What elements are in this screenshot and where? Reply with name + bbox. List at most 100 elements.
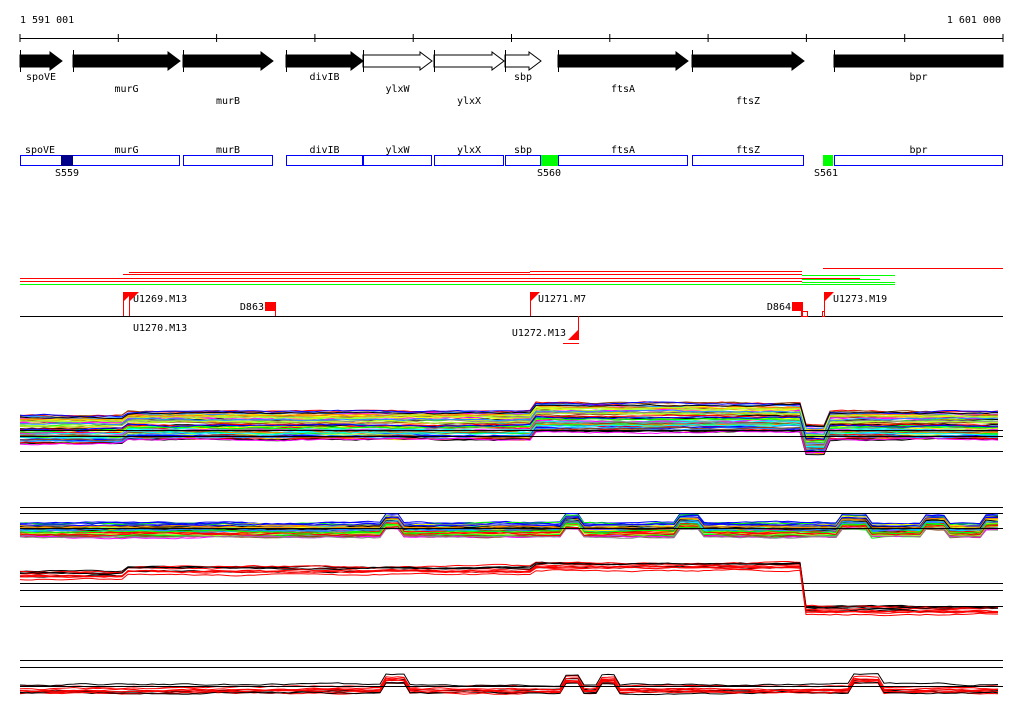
gene-label: divIB xyxy=(309,72,339,83)
gene-ylxX[interactable]: ylxX xyxy=(433,50,505,107)
gene-box-label: divIB xyxy=(309,145,339,156)
gene-label: murB xyxy=(216,96,240,107)
gene-box-ftsZ[interactable]: ftsZ xyxy=(692,145,804,166)
segment-label: S561 xyxy=(814,168,838,179)
gene-box-ftsA[interactable]: ftsA xyxy=(558,145,688,166)
ruler-end-label: 1 601 000 xyxy=(947,15,1001,26)
upshift-flag-icon[interactable] xyxy=(530,292,540,302)
feature-U1271.M7[interactable]: U1271.M7 xyxy=(530,292,586,316)
gene-box[interactable] xyxy=(434,155,504,166)
upshift-flag-icon[interactable] xyxy=(568,330,578,340)
gene-arrow[interactable] xyxy=(72,51,181,71)
gene-box-ylxW[interactable]: ylxW xyxy=(363,145,432,166)
gene-ylxW[interactable]: ylxW xyxy=(362,50,433,95)
downshift-marker-icon[interactable] xyxy=(792,302,802,311)
gene-box-label: ylxW xyxy=(385,145,410,156)
profile-line xyxy=(19,562,999,610)
profile-line xyxy=(19,679,999,694)
gene-murB[interactable]: murB xyxy=(182,50,274,107)
gene-track: spoVE murG murB divIB ylxW ylxX sbp ftsA ftsZ bpr xyxy=(19,50,1004,107)
gene-box[interactable] xyxy=(363,155,432,166)
profile-track-4 xyxy=(19,660,1003,696)
segment-S560[interactable]: S560 xyxy=(537,155,561,179)
gene-box-sbp[interactable]: sbp xyxy=(505,145,541,166)
profile-line xyxy=(19,565,999,613)
gene-arrow[interactable] xyxy=(691,51,805,71)
gene-box-label: murB xyxy=(216,145,240,156)
segment-marker[interactable] xyxy=(61,155,73,166)
interval-track xyxy=(20,268,1003,285)
upshift-flag-icon[interactable] xyxy=(129,292,139,302)
feature-track: U1269.M13 U1270.M13 U1271.M7 U1273.M19 D863 D… xyxy=(20,292,1003,344)
gene-box[interactable] xyxy=(834,155,1003,166)
profile-line xyxy=(19,406,999,432)
feature-U1270.M13[interactable]: U1270.M13 xyxy=(129,292,187,334)
gene-arrow[interactable] xyxy=(833,54,1004,68)
profile-track-2 xyxy=(19,507,1003,540)
gene-ftsZ[interactable]: ftsZ xyxy=(691,50,805,107)
ruler-start-label: 1 591 001 xyxy=(20,15,74,26)
expression-profile-tracks xyxy=(19,401,1003,696)
downshift-marker-icon[interactable] xyxy=(265,302,275,311)
gene-box-murB[interactable]: murB xyxy=(183,145,273,166)
gene-arrow[interactable] xyxy=(504,51,542,71)
gene-box-bpr[interactable]: bpr xyxy=(834,145,1003,166)
gene-arrow[interactable] xyxy=(285,51,364,71)
gene-box-murG[interactable]: murG xyxy=(20,145,180,166)
segment-S561[interactable]: S561 xyxy=(814,155,838,179)
gene-label: bpr xyxy=(909,72,927,83)
feature-U1273.M19[interactable]: U1273.M19 xyxy=(824,292,887,316)
gene-box[interactable] xyxy=(20,155,180,166)
gene-arrow[interactable] xyxy=(19,51,63,71)
gene-box[interactable] xyxy=(183,155,273,166)
profile-line xyxy=(19,409,999,435)
gene-sbp[interactable]: sbp xyxy=(504,50,542,83)
gene-arrow[interactable] xyxy=(182,51,274,71)
segment-S559[interactable]: S559 xyxy=(55,155,79,179)
profile-line xyxy=(19,403,999,430)
gene-divIB[interactable]: divIB xyxy=(285,50,364,83)
profile-line xyxy=(19,561,999,609)
feature-U1272.M13[interactable]: U1272.M13 xyxy=(512,316,579,344)
feature-label: U1269.M13 xyxy=(133,294,187,305)
profile-line xyxy=(19,415,999,440)
gene-box-label: sbp xyxy=(514,145,532,156)
segment-label: S559 xyxy=(55,168,79,179)
gene-arrow[interactable] xyxy=(433,51,505,71)
gene-ftsA[interactable]: ftsA xyxy=(557,50,689,95)
feature-label: U1272.M13 xyxy=(512,328,566,339)
gene-box-spoVE[interactable]: spoVE xyxy=(25,145,55,156)
gene-bpr[interactable]: bpr xyxy=(833,50,1004,83)
feature-D864[interactable]: D864 xyxy=(767,302,803,316)
segment-marker[interactable] xyxy=(541,155,558,166)
profile-line xyxy=(19,403,999,428)
profile-line xyxy=(19,514,999,526)
gene-box-label: spoVE xyxy=(25,145,55,156)
gene-box-divIB[interactable]: divIB xyxy=(286,145,363,166)
upshift-flag-icon[interactable] xyxy=(824,292,834,302)
profile-line xyxy=(19,417,999,443)
gene-box-label: ftsA xyxy=(611,145,635,156)
profile-line xyxy=(19,523,999,537)
gene-box-label: ftsZ xyxy=(736,145,760,156)
gene-arrow[interactable] xyxy=(362,51,433,71)
feature-box xyxy=(822,311,825,317)
gene-box[interactable] xyxy=(692,155,804,166)
gene-murG[interactable]: murG xyxy=(72,50,181,95)
feature-D863[interactable]: D863 xyxy=(240,302,276,316)
gene-spoVE[interactable]: spoVE xyxy=(19,50,63,83)
segment-marker[interactable] xyxy=(823,155,833,166)
feature-label: D863 xyxy=(240,302,264,313)
profile-line xyxy=(19,430,999,454)
profile-line xyxy=(19,522,998,534)
gene-box[interactable] xyxy=(505,155,541,166)
gene-arrow[interactable] xyxy=(557,51,689,71)
profile-line xyxy=(19,411,999,438)
profile-line xyxy=(19,673,999,687)
profile-line xyxy=(19,524,999,537)
gene-box-ylxX[interactable]: ylxX xyxy=(434,145,504,166)
gene-box-track: spoVE murG murB divIB ylxW ylxX sbp ftsA ftsZ bpr… xyxy=(20,145,1003,179)
gene-box[interactable] xyxy=(286,155,363,166)
gene-box[interactable] xyxy=(558,155,688,166)
